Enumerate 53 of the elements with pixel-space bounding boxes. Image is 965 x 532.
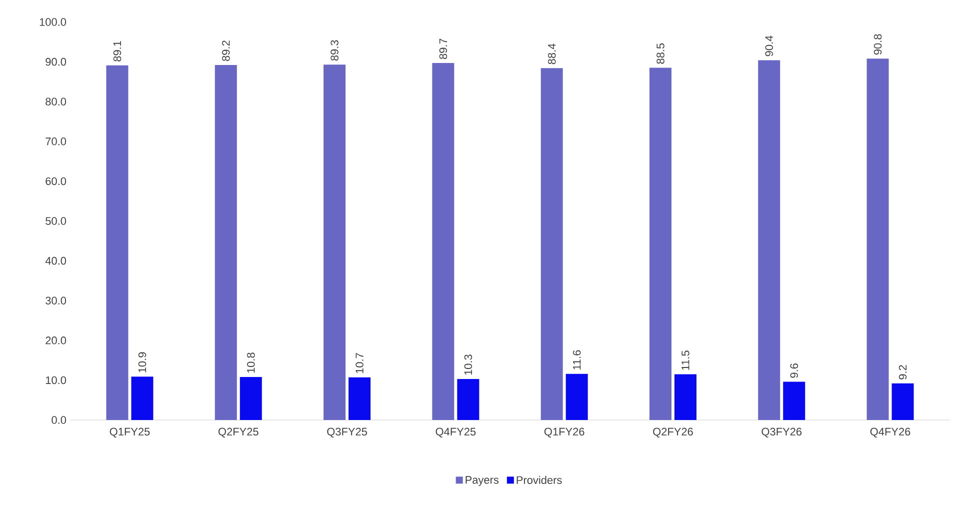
bar (758, 60, 780, 420)
y-tick-label: 70.0 (46, 138, 66, 146)
bar (457, 379, 480, 420)
data-label: 88.5 (656, 43, 664, 64)
bar (649, 68, 672, 420)
data-label: 90.8 (874, 34, 882, 55)
y-tick-label: 50.0 (46, 217, 66, 225)
bar (324, 64, 346, 420)
data-label: 9.2 (898, 365, 907, 380)
data-label: 10.3 (464, 354, 472, 375)
y-tick-label: 10.0 (46, 376, 66, 384)
bar (866, 58, 889, 420)
data-label: 88.4 (548, 44, 556, 64)
y-tick-label: 40.0 (45, 256, 66, 265)
x-tick-label: Q1FY25 (110, 428, 150, 438)
y-tick-label: 20.0 (46, 336, 66, 344)
data-label: 11.5 (682, 350, 690, 370)
data-label: 89.3 (330, 40, 338, 61)
x-tick-label: Q2FY25 (218, 428, 258, 438)
y-tick-label: 80.0 (46, 98, 66, 106)
data-label: 89.2 (222, 40, 230, 61)
y-tick-label: 90.0 (46, 58, 66, 66)
data-label: 89.1 (113, 41, 122, 62)
y-tick-label: 0.0 (52, 416, 66, 424)
data-label: 10.8 (247, 352, 255, 373)
x-tick-label: Q2FY26 (653, 428, 693, 438)
x-tick-label: Q4FY25 (436, 428, 476, 438)
data-label: 90.4 (765, 36, 773, 56)
data-label: 11.6 (572, 350, 581, 370)
bar (214, 64, 237, 420)
x-tick-label: Q4FY26 (870, 428, 910, 438)
bar (566, 374, 588, 420)
bar (783, 382, 806, 420)
y-tick-label: 30.0 (46, 296, 66, 304)
legend-label: Payers (466, 476, 499, 486)
bar (674, 374, 696, 420)
bar (106, 65, 128, 420)
bar (540, 68, 563, 420)
x-tick-label: Q1FY26 (544, 428, 584, 438)
data-label: 10.7 (356, 353, 364, 374)
x-tick-label: Q3FY25 (327, 428, 367, 438)
bar (131, 376, 154, 420)
data-label: 9.6 (790, 364, 798, 378)
bar (348, 377, 371, 420)
data-label: 10.9 (138, 352, 146, 372)
y-tick-label: 60.0 (46, 177, 66, 186)
legend-label: Providers (516, 476, 562, 484)
x-tick-label: Q3FY26 (762, 428, 802, 438)
y-tick-label: 100.0 (40, 18, 66, 26)
data-label: 89.7 (439, 38, 448, 59)
bar (432, 62, 454, 420)
bar (240, 377, 262, 420)
bar (892, 383, 914, 420)
